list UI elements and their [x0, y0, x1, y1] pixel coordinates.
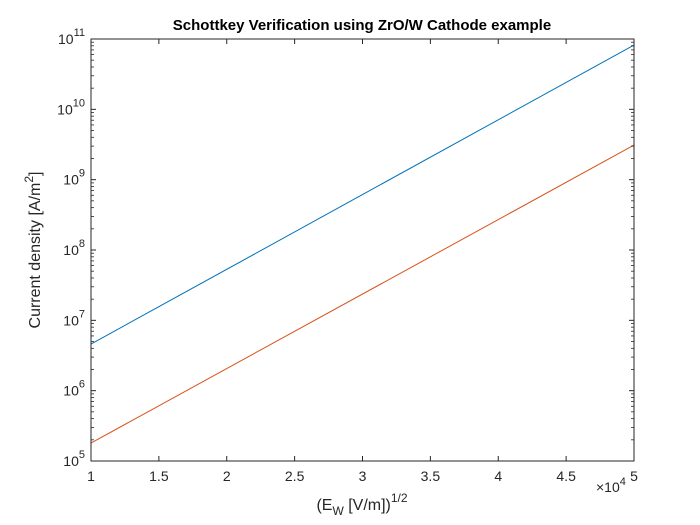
y-axis-label-end: ] [27, 172, 44, 176]
y-tick-label: 106 [63, 379, 85, 399]
series-line-2 [90, 144, 635, 444]
x-tick-label: 3.5 [421, 468, 441, 484]
y-tick-label: 1010 [57, 97, 85, 117]
x-tick-label: 1.5 [149, 468, 169, 484]
y-tick-label-exponent: 9 [79, 168, 85, 180]
x-tick-label: 2.5 [285, 468, 305, 484]
x-axis-multiplier-base: ×10 [596, 479, 620, 495]
y-axis-label-superscript: 2 [22, 176, 36, 183]
x-axis-label: (EW [V/m])1/2 [316, 491, 407, 518]
y-tick-label: 108 [63, 238, 85, 258]
x-tick-label: 3 [359, 468, 367, 484]
y-tick-label-base: 10 [63, 172, 79, 188]
x-axis-label-subscript: W [332, 504, 344, 518]
y-tick-label-exponent: 6 [79, 379, 85, 391]
plot-area [91, 39, 634, 461]
y-tick-label-exponent: 10 [73, 97, 85, 109]
y-tick-label: 109 [63, 168, 85, 188]
y-tick-label-exponent: 5 [79, 449, 85, 461]
y-axis-label: Current density [A/m2] [22, 172, 44, 329]
y-tick-label-exponent: 11 [74, 27, 85, 39]
y-tick-label-base: 10 [63, 453, 79, 469]
y-tick-label: 1011 [58, 27, 85, 47]
x-axis-multiplier: ×104 [596, 476, 626, 495]
x-axis-label-unit: [V/m]) [344, 497, 391, 514]
x-axis-multiplier-exponent: 4 [620, 476, 626, 488]
y-axis-label-main: Current density [A/m [27, 183, 44, 329]
y-tick-label-base: 10 [63, 383, 79, 399]
y-tick-label-exponent: 8 [79, 238, 85, 250]
series-line-1 [90, 44, 635, 345]
x-tick-label: 1 [87, 468, 95, 484]
x-axis-label-main: (E [316, 497, 332, 514]
x-tick-label: 2 [223, 468, 231, 484]
y-tick-label: 107 [63, 308, 85, 328]
y-tick-label-base: 10 [63, 312, 79, 328]
y-tick-label-base: 10 [58, 31, 74, 47]
series-layer [90, 44, 635, 444]
x-tick-label: 5 [630, 468, 638, 484]
x-tick-label: 4 [494, 468, 502, 484]
y-tick-label: 105 [63, 449, 85, 469]
x-tick-label: 4.5 [556, 468, 576, 484]
x-axis-label-superscript: 1/2 [391, 491, 408, 505]
y-tick-label-exponent: 7 [79, 308, 85, 320]
y-tick-label-base: 10 [57, 101, 73, 117]
y-tick-label-base: 10 [63, 242, 79, 258]
chart-title: Schottkey Verification using ZrO/W Catho… [173, 17, 551, 34]
